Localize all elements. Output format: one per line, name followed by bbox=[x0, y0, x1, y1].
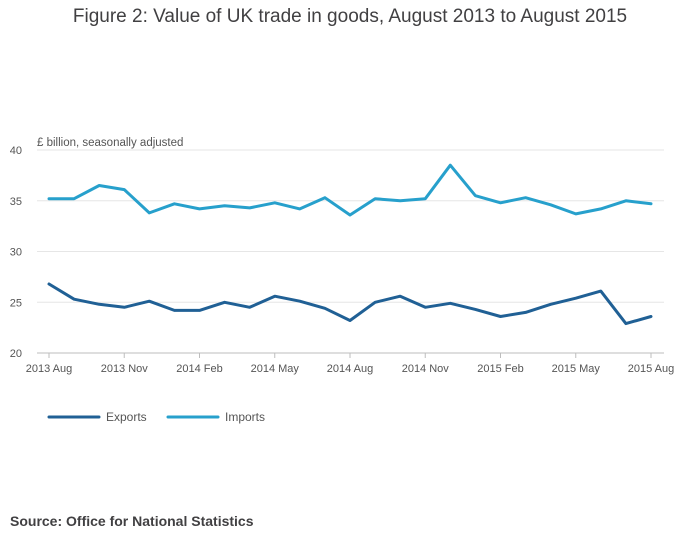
y-axis-label: £ billion, seasonally adjusted bbox=[37, 137, 183, 149]
y-tick-label: 35 bbox=[10, 196, 22, 208]
axes: 20 25 30 35 40 £ billion, seasonally adjusted… bbox=[10, 137, 675, 375]
legend-label: Imports bbox=[225, 410, 265, 424]
x-tick-label: 2013 Nov bbox=[101, 363, 149, 375]
x-tick-label: 2014 Nov bbox=[402, 363, 450, 375]
x-tick-label: 2014 May bbox=[251, 363, 300, 375]
series-lines bbox=[47, 163, 653, 326]
series-line-exports[interactable] bbox=[47, 282, 653, 326]
y-tick-label: 30 bbox=[10, 247, 22, 259]
legend[interactable]: Exports Imports bbox=[47, 410, 265, 424]
x-tick-label: 2013 Aug bbox=[26, 363, 73, 375]
x-tick-label: 2014 Feb bbox=[176, 363, 222, 375]
x-tick-label: 2015 May bbox=[552, 363, 601, 375]
x-tick-label: 2015 Aug bbox=[628, 363, 675, 375]
y-tick-label: 40 bbox=[10, 145, 22, 157]
source-note: Source: Office for National Statistics bbox=[10, 513, 254, 529]
y-tick-label: 25 bbox=[10, 297, 22, 309]
x-tick-label: 2015 Feb bbox=[477, 363, 523, 375]
legend-label: Exports bbox=[106, 410, 147, 424]
series-line-imports[interactable] bbox=[47, 163, 653, 217]
gridlines bbox=[37, 149, 664, 354]
chart-title: Figure 2: Value of UK trade in goods, Au… bbox=[72, 6, 628, 27]
x-tick-label: 2014 Aug bbox=[327, 363, 374, 375]
legend-item-exports[interactable]: Exports bbox=[47, 410, 147, 424]
legend-item-imports[interactable]: Imports bbox=[166, 410, 265, 424]
y-tick-label: 20 bbox=[10, 348, 22, 360]
